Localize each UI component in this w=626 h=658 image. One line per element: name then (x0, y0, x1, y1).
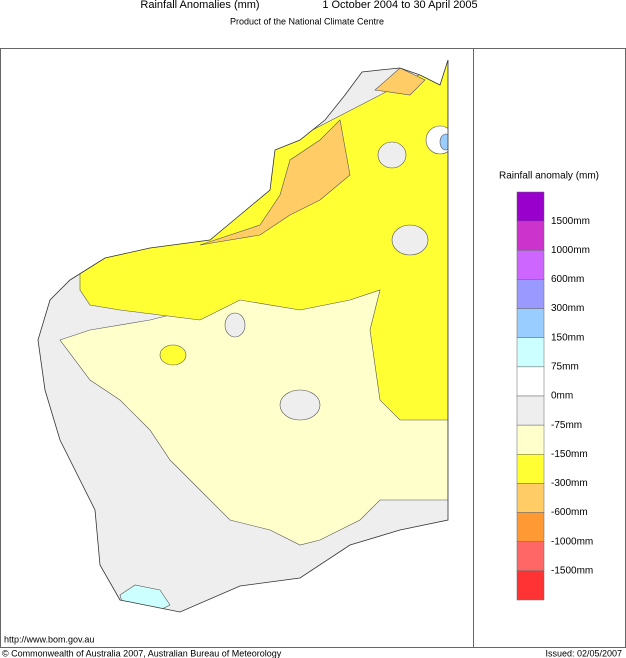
issued: Issued: 02/05/2007 (545, 648, 622, 658)
legend-swatch (516, 512, 545, 542)
legend-label: 600mm (551, 274, 584, 285)
url: http://www.bom.gov.au (4, 634, 94, 644)
patch-gray (279, 389, 321, 421)
patch-yellow (159, 344, 187, 366)
title: Rainfall Anomalies (mm) (140, 0, 259, 11)
legend-label: -75mm (551, 420, 582, 431)
legend-label: 1500mm (551, 216, 590, 227)
legend-swatch (516, 454, 545, 484)
subtitle: Product of the National Climate Centre (230, 16, 384, 26)
legend-label: -150mm (551, 449, 588, 460)
legend-swatch (516, 191, 545, 222)
legend-label: 150mm (551, 332, 584, 343)
legend-label: 0mm (551, 391, 573, 402)
legend-label: 300mm (551, 303, 584, 314)
legend-swatch (516, 570, 545, 601)
map (37, 59, 449, 613)
period: 1 October 2004 to 30 April 2005 (322, 0, 477, 11)
legend-swatch (516, 337, 545, 368)
legend-swatch (516, 483, 545, 513)
legend-swatch (516, 250, 545, 280)
patch-gray (224, 312, 246, 338)
coastline (37, 59, 449, 613)
patch-blue (439, 133, 448, 151)
patch-gray (377, 141, 407, 169)
region-orange-north (374, 67, 426, 96)
legend: 1500mm 1000mm 600mm 300mm 150mm 75mm 0mm -75mm -… (516, 191, 593, 601)
copyright: © Commonwealth of Australia 2007, Austra… (2, 648, 282, 658)
region-yellow (79, 60, 448, 421)
legend-swatch (516, 395, 545, 426)
legend-swatch (516, 366, 545, 397)
patch-gray (391, 224, 429, 256)
legend-label: 75mm (551, 361, 579, 372)
legend-swatch (516, 220, 545, 251)
legend-swatch (516, 424, 545, 455)
legend-swatch (516, 541, 545, 572)
legend-swatch (516, 308, 545, 338)
legend-swatch (516, 279, 545, 309)
legend-label: 1000mm (551, 245, 590, 256)
legend-label: -300mm (551, 478, 588, 489)
legend-label: -600mm (551, 507, 588, 518)
region-orange (199, 119, 351, 246)
legend-label: -1500mm (551, 565, 593, 576)
legend-label: -1000mm (551, 536, 593, 547)
legend-title: Rainfall anomaly (mm) (499, 171, 599, 182)
